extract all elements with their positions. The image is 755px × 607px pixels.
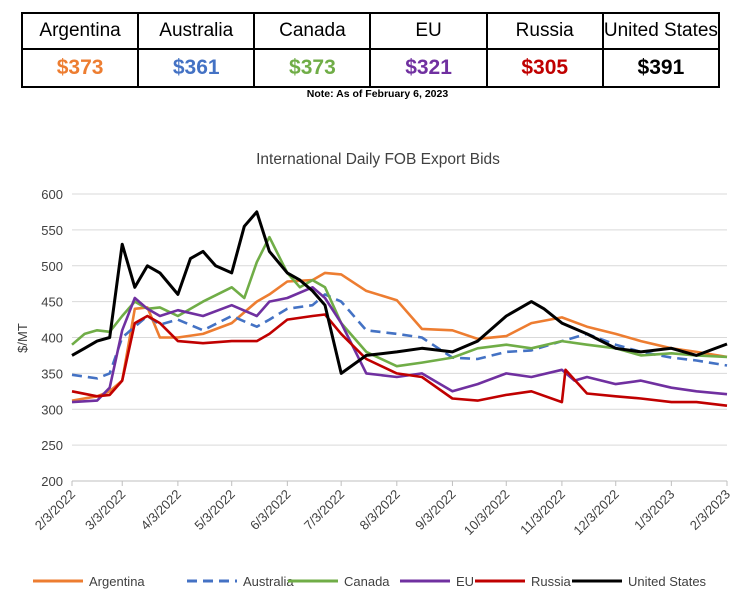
y-tick-label: 500	[41, 259, 63, 274]
country-header: Argentina	[20, 12, 140, 50]
y-tick-label: 200	[41, 474, 63, 489]
axes: 200 250 300 350 400 450 500 550 600 2/3/2022 3/3/2…	[32, 187, 733, 538]
price-value: $361	[137, 48, 256, 88]
country-header: United States	[601, 12, 721, 50]
legend-label: Canada	[344, 574, 390, 589]
country-header: Australia	[137, 12, 256, 50]
legend-label: Russia	[531, 574, 572, 589]
series-line-russia	[71, 313, 728, 407]
x-tick-label: 3/3/2022	[82, 487, 128, 533]
x-tick-label: 5/3/2022	[191, 487, 237, 533]
price-value: $305	[485, 48, 604, 88]
x-tick-label: 1/3/2023	[631, 487, 677, 533]
price-value: $373	[253, 48, 372, 88]
legend: Argentina Australia Canada EU Russia United S…	[33, 574, 707, 589]
series-lines	[71, 210, 728, 407]
price-value: $373	[20, 48, 140, 88]
country-header: EU	[369, 12, 488, 50]
y-tick-label: 300	[41, 402, 63, 417]
x-tick-label: 11/3/2022	[517, 487, 568, 538]
x-tick-label: 6/3/2022	[247, 487, 293, 533]
price-value-row: $373 $361 $373 $321 $305 $391	[20, 48, 721, 88]
x-tick-label: 2/3/2023	[687, 487, 733, 533]
country-header-row: Argentina Australia Canada EU Russia Uni…	[20, 12, 721, 50]
x-tick-label: 10/3/2022	[461, 487, 513, 539]
price-value: $391	[601, 48, 721, 88]
date-note: Note: As of February 6, 2023	[306, 88, 449, 100]
x-tick-label: 7/3/2022	[301, 487, 347, 533]
y-tick-label: 450	[41, 295, 63, 310]
chart-title: International Daily FOB Export Bids	[256, 151, 500, 168]
x-tick-label: 8/3/2022	[357, 487, 403, 533]
y-tick-label: 350	[41, 366, 63, 381]
x-tick-label: 9/3/2022	[412, 487, 458, 533]
series-line-eu	[71, 285, 728, 404]
legend-label: Argentina	[89, 574, 145, 589]
x-tick-label: 2/3/2022	[32, 487, 78, 533]
y-axis-label: $/MT	[15, 323, 30, 353]
price-summary-table: Argentina Australia Canada EU Russia Uni…	[20, 12, 721, 88]
price-value: $321	[369, 48, 488, 88]
y-tick-label: 600	[41, 187, 63, 202]
legend-label: United States	[628, 574, 707, 589]
legend-label: EU	[456, 574, 474, 589]
series-line-canada	[71, 235, 728, 368]
x-tick-label: 4/3/2022	[138, 487, 184, 533]
series-line-united-states	[71, 210, 728, 375]
y-tick-label: 400	[41, 331, 63, 346]
country-header: Canada	[253, 12, 372, 50]
legend-label: Australia	[243, 574, 294, 589]
x-tick-label: 12/3/2022	[570, 487, 622, 539]
country-header: Russia	[485, 12, 604, 50]
y-tick-label: 550	[41, 223, 63, 238]
y-tick-label: 250	[41, 438, 63, 453]
